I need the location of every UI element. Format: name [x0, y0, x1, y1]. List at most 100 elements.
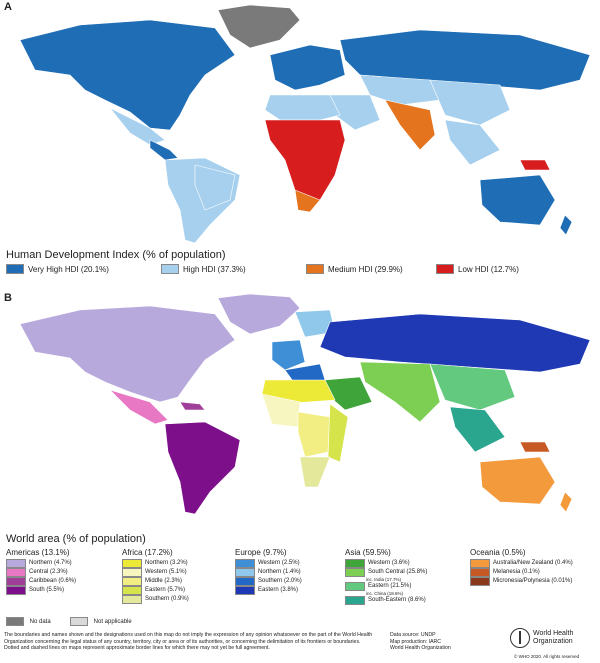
legend-group-americas: Americas (13.1%) Northern (4.7%) Central…: [6, 548, 76, 595]
legend-swatch: [122, 559, 142, 568]
hdi-legend-title: Human Development Index (% of population…: [6, 249, 226, 261]
legend-swatch: [6, 577, 26, 586]
eastern-africa: [327, 403, 349, 463]
legend-swatch: [345, 582, 365, 591]
map-b-shapes: [19, 293, 591, 515]
legend-label: Western (3.6%): [368, 560, 410, 566]
legend-swatch: [345, 596, 365, 605]
legend-group-title: Europe (9.7%): [235, 548, 287, 557]
legend-swatch: [122, 586, 142, 595]
panel-label-b: B: [4, 292, 12, 304]
legend-swatch: [122, 577, 142, 586]
world-area-legend-title: World area (% of population): [6, 533, 146, 545]
south-eastern-asia: [449, 406, 506, 453]
legend-sublabel: inc. China (18.6%): [366, 591, 404, 596]
south-central-asia: [359, 361, 441, 423]
legend-group-title: Americas (13.1%): [6, 548, 70, 557]
legend-swatch: [235, 577, 255, 586]
who-logo-block: World Health Organization: [510, 628, 573, 648]
legend-label: Australia/New Zealand (0.4%): [493, 560, 573, 566]
legend-group-title: Africa (17.2%): [122, 548, 173, 557]
legend-label: Low HDI (12.7%): [458, 264, 519, 274]
source-line: World Health Organization: [390, 645, 451, 651]
eastern-asia: [429, 363, 516, 411]
legend-swatch: [470, 559, 490, 568]
legend-swatch: [470, 577, 490, 586]
legend-label: Southern (2.0%): [258, 578, 302, 584]
southern-africa: [294, 189, 321, 213]
legend-sublabel: inc. India (17.7%): [366, 577, 402, 582]
legend-label: Micronesia/Polynesia (0.01%): [493, 578, 573, 584]
south-asia: [384, 99, 436, 151]
caribbean: [179, 401, 206, 411]
north-africa: [264, 94, 341, 121]
europe: [269, 44, 346, 91]
western-europe: [271, 339, 306, 371]
legend-swatch: [6, 586, 26, 595]
central-america: [109, 389, 169, 425]
who-name-line: Organization: [533, 638, 573, 645]
australia: [479, 456, 556, 505]
north-america: [19, 19, 236, 131]
legend-swatch: [345, 559, 365, 568]
hdi-legend-item: Medium HDI (29.9%): [306, 264, 403, 274]
legend-label: Western (5.1%): [145, 569, 187, 575]
source-line: Data source: UNDP: [390, 632, 436, 638]
eastern-europe-russia: [319, 313, 591, 373]
hdi-legend-item: Very High HDI (20.1%): [6, 264, 109, 274]
legend-group-title: Asia (59.5%): [345, 548, 391, 557]
new-zealand: [559, 491, 573, 513]
greenland: [217, 293, 301, 335]
legend-swatch: [122, 568, 142, 577]
legend-swatch: [345, 568, 365, 577]
world-area-map: [19, 293, 591, 515]
legend-label: Northern (1.4%): [258, 569, 301, 575]
legend-label: Eastern (5.7%): [145, 587, 186, 593]
legend-swatch: [6, 264, 24, 274]
legend-group-asia: Asia (59.5%) Western (3.6%) South Centra…: [345, 548, 427, 605]
legend-label: South-Eastern (8.6%): [368, 597, 426, 603]
central-asia: [359, 74, 441, 106]
legend-swatch: [235, 568, 255, 577]
not-applicable-legend: Not applicable: [70, 617, 132, 626]
greenland: [217, 4, 301, 49]
legend-swatch: [436, 264, 454, 274]
legend-label: Not applicable: [93, 618, 132, 625]
source-line: Map production: IARC: [390, 638, 442, 645]
legend-label: Central (2.3%): [29, 569, 68, 575]
hdi-legend-item: Low HDI (12.7%): [436, 264, 519, 274]
legend-label: Northern (4.7%): [29, 560, 72, 566]
disclaimer-footnote: The boundaries and names shown and the d…: [4, 632, 373, 651]
legend-label: South (5.5%): [29, 587, 65, 593]
legend-swatch: [6, 617, 24, 626]
legend-group-oceania: Oceania (0.5%) Australia/New Zealand (0.…: [470, 548, 573, 586]
middle-africa: [297, 411, 331, 458]
who-emblem-icon: [510, 628, 530, 648]
legend-label: Southern (0.9%): [145, 596, 189, 602]
legend-label: Very High HDI (20.1%): [28, 264, 109, 274]
legend-swatch: [6, 559, 26, 568]
legend-label: Caribbean (0.6%): [29, 578, 77, 584]
north-america: [19, 305, 236, 403]
russia-asia: [339, 29, 591, 91]
south-america: [164, 421, 241, 515]
australia: [479, 174, 556, 226]
new-zealand: [559, 214, 573, 236]
south-america-brazil: [194, 164, 236, 211]
legend-group-africa: Africa (17.2%) Northern (3.2%) Western (…: [122, 548, 189, 604]
legend-label: South Central (25.8%): [368, 569, 428, 575]
china: [429, 79, 511, 126]
legend-label: No data: [29, 618, 51, 625]
southern-africa: [299, 456, 331, 488]
legend-swatch: [306, 264, 324, 274]
panel-label-a: A: [4, 1, 12, 13]
who-name-line: World Health: [533, 630, 574, 637]
legend-swatch: [6, 568, 26, 577]
data-source: Data source: UNDP Map production: IARC W…: [390, 632, 490, 652]
legend-label: Eastern (3.8%): [258, 587, 299, 593]
legend-label: Eastern (21.5%): [368, 583, 412, 589]
legend-label: Western (2.5%): [258, 560, 300, 566]
hdi-legend-item: High HDI (37.3%): [161, 264, 246, 274]
legend-label: High HDI (37.3%): [183, 264, 246, 274]
copyright: © WHO 2020. All rights reserved: [514, 654, 580, 659]
